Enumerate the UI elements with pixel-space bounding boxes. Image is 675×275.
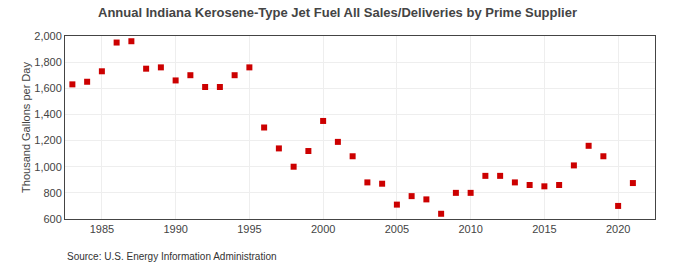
svg-text:1,800: 1,800 — [34, 56, 62, 68]
svg-text:2005: 2005 — [385, 223, 409, 235]
svg-text:2015: 2015 — [532, 223, 556, 235]
svg-text:2000: 2000 — [311, 223, 335, 235]
svg-text:800: 800 — [43, 187, 61, 199]
svg-text:Annual Indiana Kerosene-Type J: Annual Indiana Kerosene-Type Jet Fuel Al… — [98, 5, 577, 20]
svg-text:1995: 1995 — [237, 223, 261, 235]
svg-text:Source: U.S. Energy Informatio: Source: U.S. Energy Information Administ… — [67, 251, 277, 262]
svg-text:2020: 2020 — [606, 223, 630, 235]
svg-text:2010: 2010 — [458, 223, 482, 235]
svg-text:1,200: 1,200 — [34, 134, 62, 146]
svg-text:1,000: 1,000 — [34, 161, 62, 173]
svg-text:1985: 1985 — [90, 223, 114, 235]
svg-text:1990: 1990 — [163, 223, 187, 235]
svg-text:1,600: 1,600 — [34, 82, 62, 94]
svg-text:600: 600 — [43, 213, 61, 225]
svg-text:Thousand Gallons per Day: Thousand Gallons per Day — [20, 62, 32, 193]
svg-text:2,000: 2,000 — [34, 30, 62, 42]
svg-text:1,400: 1,400 — [34, 108, 62, 120]
